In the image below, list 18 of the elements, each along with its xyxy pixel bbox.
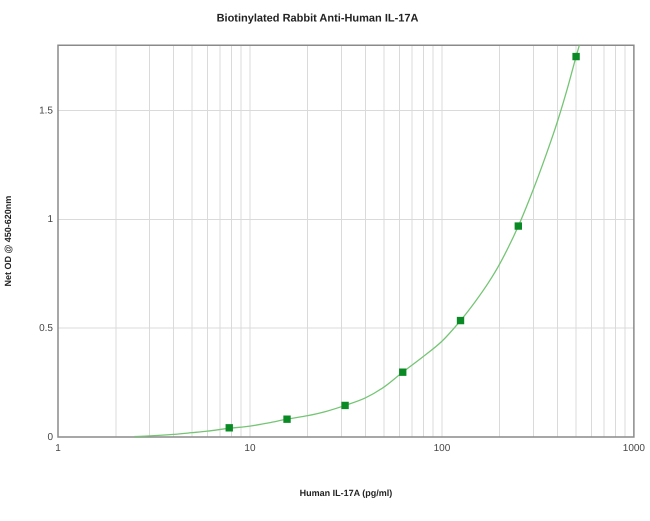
y-tick-label: 1.5 <box>39 105 54 116</box>
x-axis-title: Human IL-17A (pg/ml) <box>300 488 392 498</box>
x-tick-label: 100 <box>434 442 451 454</box>
point <box>456 316 464 324</box>
chart-title: Biotinylated Rabbit Anti-Human IL-17A <box>216 12 418 25</box>
x-tick-label: 10 <box>244 442 256 454</box>
point <box>399 368 406 376</box>
point <box>514 222 522 230</box>
y-tick-label: 0 <box>47 432 54 443</box>
x-tick-label: 1 <box>55 442 62 454</box>
point <box>226 424 233 432</box>
y-axis-title: Net OD @ 450-620nm <box>2 196 13 287</box>
point <box>572 52 580 60</box>
y-tick-label: 0.5 <box>39 322 54 334</box>
y-tick-label: 1 <box>47 214 54 226</box>
point <box>341 402 349 410</box>
point <box>283 415 291 423</box>
x-tick-label: 1000 <box>622 442 646 454</box>
